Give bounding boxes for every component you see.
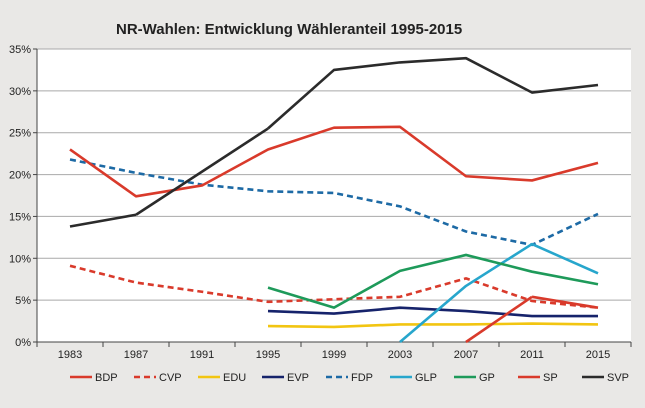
legend: BDP CVP EDU EVP FDP GLP GP SP SVP (70, 372, 629, 384)
legend-label-svp: SVP (607, 372, 629, 384)
x-tick-label: 1991 (190, 349, 214, 361)
series-line-cvp (69, 264, 599, 309)
y-tick-label: 35% (9, 44, 31, 56)
legend-label-gp: GP (479, 372, 495, 384)
series-line-sp (69, 125, 599, 198)
legend-label-cvp: CVP (159, 372, 182, 384)
y-tick-label: 0% (15, 337, 31, 349)
legend-label-fdp: FDP (351, 372, 373, 384)
series-line-glp (399, 242, 599, 343)
x-tick-label: 1995 (256, 349, 280, 361)
series-line-svp (69, 213, 137, 228)
legend-label-glp: GLP (415, 372, 437, 384)
series-lines (69, 56, 599, 344)
x-tick-label: 2011 (520, 349, 544, 361)
x-tick-label: 1983 (58, 349, 82, 361)
series-line-svp (135, 127, 269, 216)
series-line-svp (267, 56, 599, 130)
legend-label-sp: SP (543, 372, 558, 384)
x-tick-label: 2007 (454, 349, 478, 361)
x-tick-label: 2003 (388, 349, 412, 361)
chart-title: NR-Wahlen: Entwicklung Wähleranteil 1995… (116, 21, 462, 38)
legend-label-edu: EDU (223, 372, 246, 384)
x-tick-label: 1999 (322, 349, 346, 361)
series-line-sp (465, 295, 533, 344)
series-line-gp (267, 253, 599, 309)
y-tick-label: 15% (9, 211, 31, 223)
y-tick-label: 25% (9, 128, 31, 140)
y-tick-label: 20% (9, 170, 31, 182)
series-line-edu (267, 322, 599, 329)
x-axis-ticks: 1983 1987 1991 1995 1999 2003 2007 2011 2015 (36, 342, 632, 361)
y-tick-label: 5% (15, 295, 31, 307)
x-tick-label: 1987 (124, 349, 148, 361)
legend-label-bdp: BDP (95, 372, 118, 384)
y-tick-label: 10% (9, 253, 31, 265)
series-line-evp (267, 306, 598, 318)
x-tick-label: 2015 (586, 349, 610, 361)
series-line-bdp (531, 295, 599, 309)
legend-label-evp: EVP (287, 372, 309, 384)
gridlines (36, 48, 631, 343)
y-tick-label: 30% (9, 86, 31, 98)
y-axis-ticks: 0% 5% 10% 15% 20% 25% 30% 35% (9, 44, 37, 349)
